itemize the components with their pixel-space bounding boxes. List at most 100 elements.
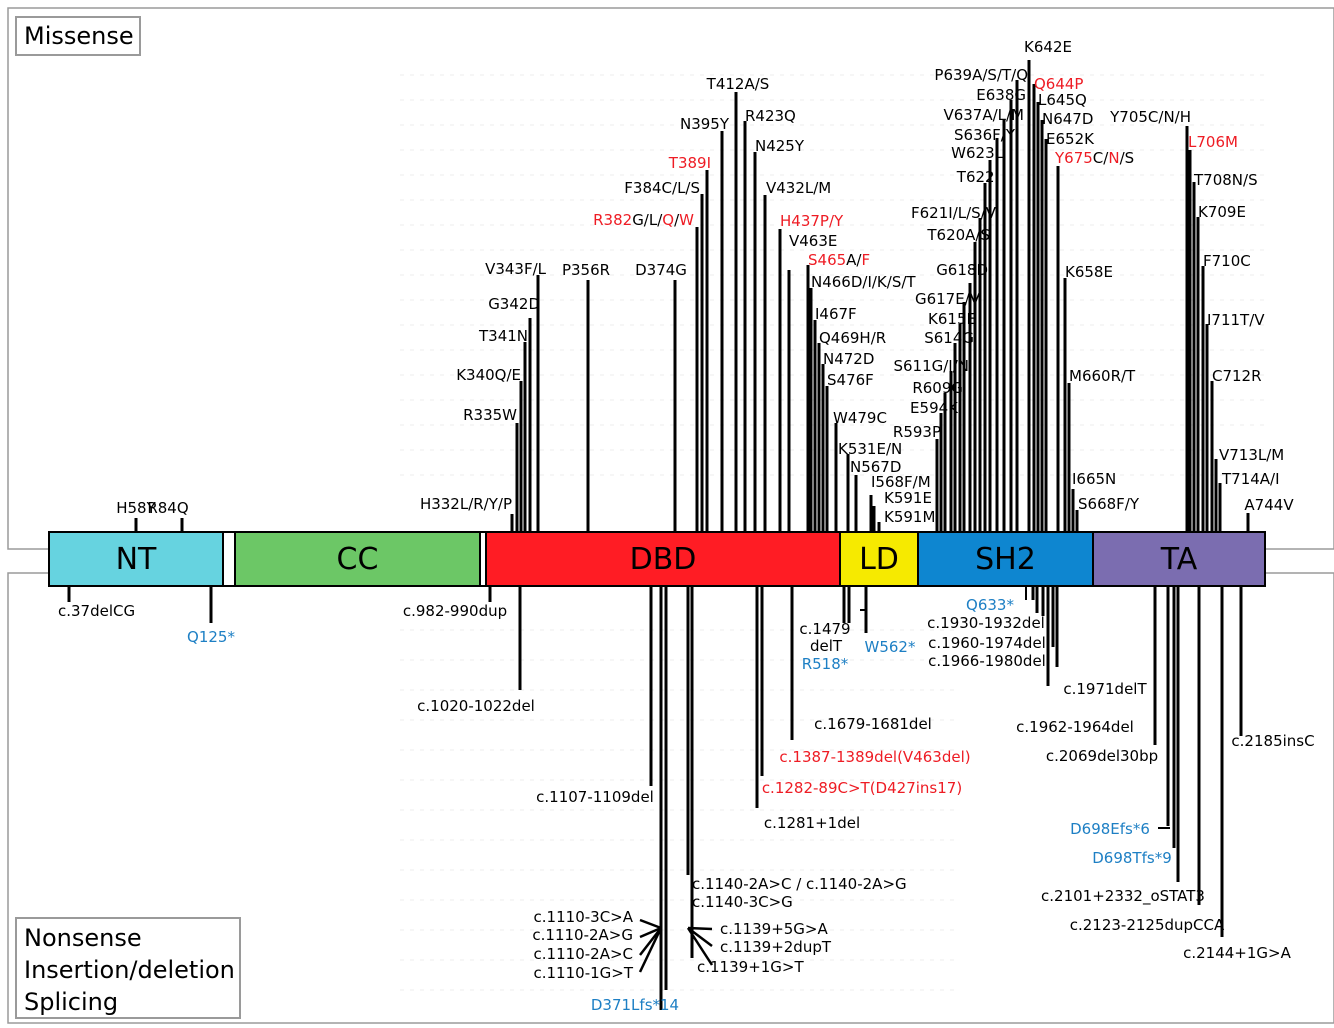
missense-label: F621I/L/S/V <box>911 204 997 222</box>
missense-label: T341N <box>478 327 528 345</box>
missense-label: Q644P <box>1034 75 1083 93</box>
splice-pointer <box>639 926 662 939</box>
missense-label: T622I <box>956 168 999 186</box>
domain-spacer-1 <box>222 531 236 587</box>
lower-label: c.1387-1389del(V463del) <box>779 748 970 766</box>
lower-label: c.1281+1del <box>764 814 860 832</box>
missense-label: I711T/V <box>1207 311 1265 329</box>
lower-label: W562* <box>865 638 916 656</box>
missense-label: K709E <box>1198 203 1246 221</box>
missense-label: R84Q <box>147 499 188 517</box>
missense-label: K642E <box>1024 38 1072 56</box>
missense-label: S668F/Y <box>1078 495 1140 513</box>
lower-label: c.2101+2332_oSTAT3 <box>1041 887 1205 906</box>
missense-label: R593P <box>893 423 941 441</box>
lower-label: c.1930-1932del <box>927 614 1045 632</box>
missense-label: V463E <box>789 232 837 250</box>
lower-label: c.37delCG <box>58 602 135 620</box>
missense-label: K340Q/E <box>456 366 521 384</box>
domain-label-dbd: DBD <box>630 542 697 577</box>
domain-label-cc: CC <box>337 542 379 577</box>
missense-label: T714A/I <box>1221 470 1280 488</box>
missense-label: P639A/S/T/Q <box>934 66 1028 84</box>
legend-missense-box <box>15 16 141 56</box>
missense-label: T620A/S <box>926 226 990 244</box>
lower-label: c.1282-89C>T(D427ins17) <box>762 779 962 797</box>
lower-label: c.1971delT <box>1063 680 1147 698</box>
missense-label: H437P/Y <box>780 212 844 230</box>
lower-label: c.1140-2A>C / c.1140-2A>G <box>692 875 907 893</box>
lower-label: c.2069del30bp <box>1046 747 1158 765</box>
missense-label: S476F <box>827 371 874 389</box>
missense-label: S614G <box>924 329 974 347</box>
lower-label: c.1679-1681del <box>814 715 932 733</box>
splice-pointer <box>686 927 714 966</box>
missense-label: N567D <box>850 458 901 476</box>
missense-label: E652K <box>1046 130 1095 148</box>
missense-label: C712R <box>1212 367 1262 385</box>
missense-label: K531E/N <box>838 440 902 458</box>
domain-nt <box>48 531 224 587</box>
lower-label: c.1110-2A>C <box>534 945 633 963</box>
lower-label: D698Tfs*9 <box>1092 849 1171 867</box>
missense-label: V713L/M <box>1219 446 1284 464</box>
missense-label: S465A/F <box>808 251 870 269</box>
legend-nonsense-box <box>15 917 241 1019</box>
lower-label: c.1110-2A>G <box>532 926 633 944</box>
lower-label: D371Lfs*14 <box>591 996 679 1014</box>
lower-label: c.2144+1G>A <box>1183 944 1291 962</box>
lower-label: c.2123-2125dupCCA <box>1070 916 1225 934</box>
missense-label: W623L <box>951 144 1003 162</box>
missense-label: E594K <box>910 399 959 417</box>
domain-cc <box>234 531 481 587</box>
missense-label: R423Q <box>745 107 796 125</box>
domain-label-nt: NT <box>116 542 157 577</box>
lower-label: Q125* <box>187 628 235 646</box>
missense-label: V343F/L <box>485 260 547 278</box>
missense-label: N472D <box>823 350 874 368</box>
missense-label: K591M <box>884 508 935 526</box>
missense-label: L645Q <box>1038 91 1087 109</box>
missense-label: T389I <box>668 154 711 172</box>
missense-label: L706M <box>1188 133 1238 151</box>
missense-label: K591E <box>884 489 932 507</box>
missense-label: N647D <box>1042 110 1093 128</box>
splice-pointer <box>687 927 713 947</box>
missense-label: K615E <box>928 310 976 328</box>
missense-label: P356R <box>562 261 610 279</box>
missense-label: F710C <box>1203 252 1251 270</box>
legend-item: Nonsense <box>24 924 142 952</box>
lower-label: c.1139+5G>A <box>720 920 828 938</box>
missense-label: E638G <box>976 86 1026 104</box>
missense-label: N466D/I/K/S/T <box>811 273 916 291</box>
missense-label: V637A/L/M <box>943 106 1024 124</box>
lower-label: Q633* <box>966 596 1014 614</box>
missense-label: G342D <box>488 295 540 313</box>
missense-label: Y705C/N/H <box>1109 108 1191 126</box>
missense-label: R335W <box>463 406 517 424</box>
missense-label: M660R/T <box>1069 367 1136 385</box>
lower-label: c.1110-3C>A <box>534 908 634 926</box>
missense-label: Q469H/R <box>819 329 886 347</box>
legend-item: Insertion/deletion <box>24 956 235 984</box>
lower-label: c.1140-3C>G <box>692 893 793 911</box>
missense-label: Y675C/N/S <box>1054 149 1134 167</box>
lower-label: c.1107-1109del <box>536 788 654 806</box>
missense-label: F384C/L/S <box>624 179 700 197</box>
missense-label: I568F/M <box>871 473 931 491</box>
lower-label: c.1139+2dupT <box>720 938 832 956</box>
lower-label: c.1110-1G>T <box>534 964 634 982</box>
lower-label: c.1966-1980del <box>928 652 1046 670</box>
missense-label: S611G/I/N <box>893 357 969 375</box>
missense-label: T708N/S <box>1193 171 1258 189</box>
missense-label: I665N <box>1072 470 1116 488</box>
lower-label: c.1139+1G>T <box>697 958 804 976</box>
lower-label: D698Efs*6 <box>1070 820 1150 838</box>
splice-pointer <box>687 926 713 931</box>
missense-label: H332L/R/Y/P <box>420 495 512 513</box>
lower-label: c.1960-1974del <box>928 634 1046 652</box>
missense-label: R609G <box>912 379 963 397</box>
domain-ta <box>1092 531 1266 587</box>
legend-item: Splicing <box>24 988 118 1016</box>
